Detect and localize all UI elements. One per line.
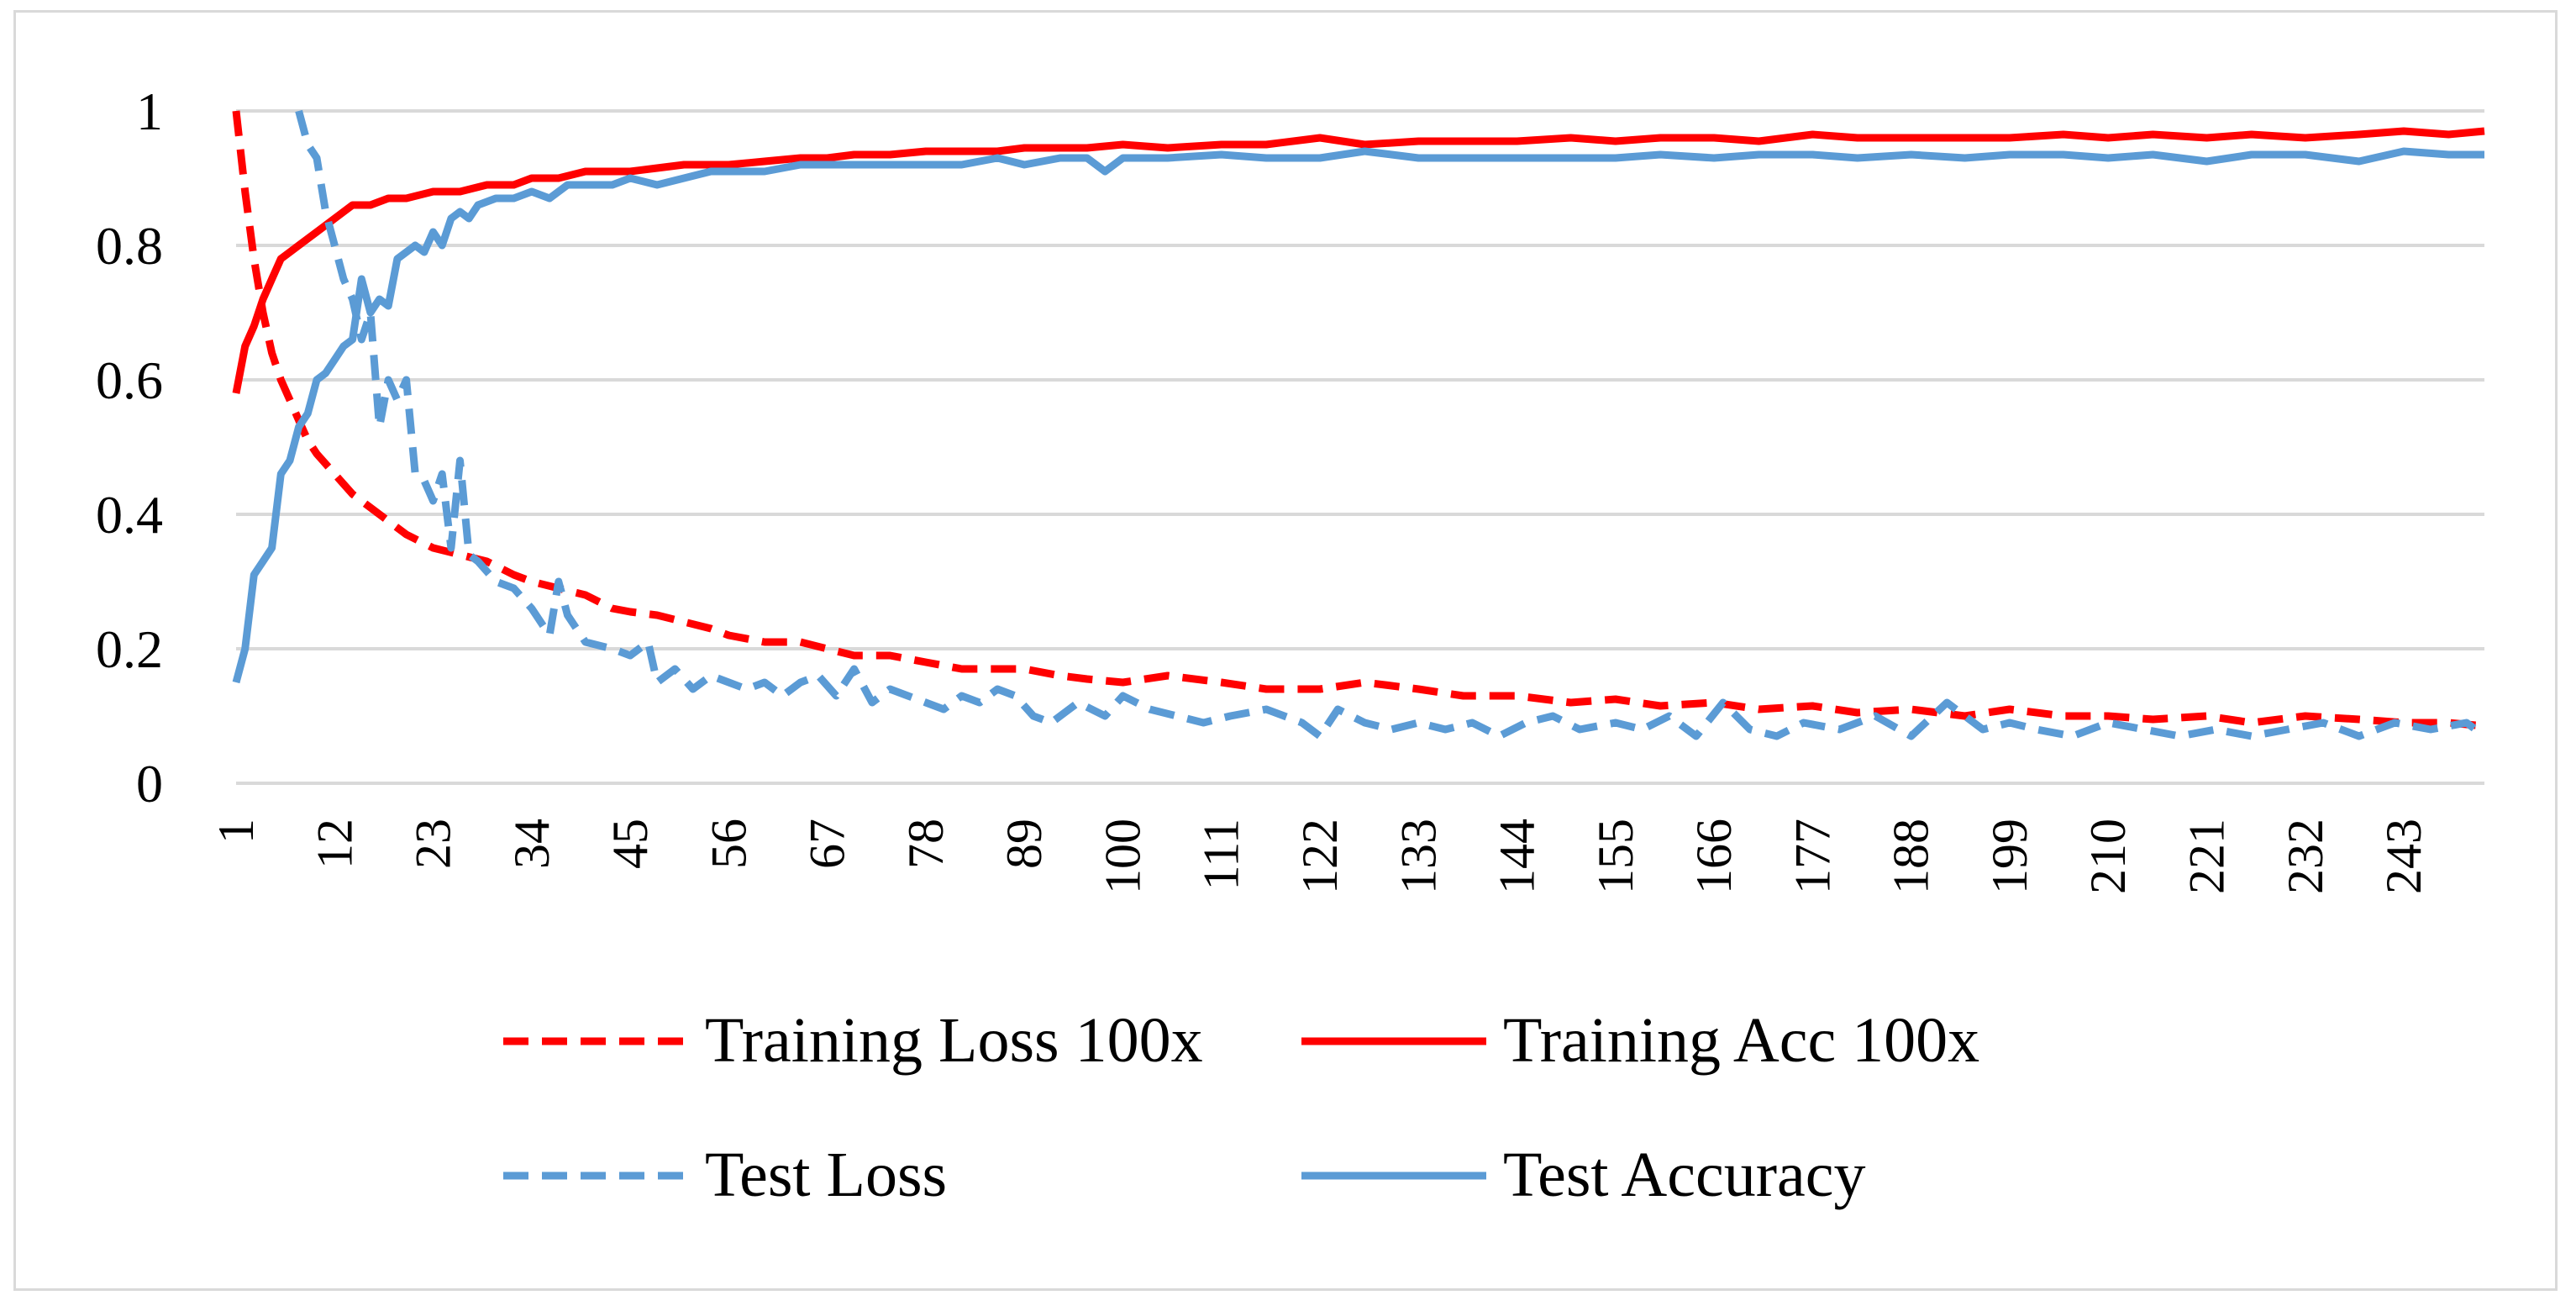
x-tick-label: 34 <box>504 819 560 869</box>
series-line-test-accuracy <box>232 147 2484 684</box>
x-tick-label: 89 <box>996 819 1052 869</box>
series-line-training-loss-100x <box>232 110 2485 730</box>
legend-label: Training Loss 100x <box>705 1005 1203 1076</box>
x-tick-label: 100 <box>1095 819 1150 894</box>
y-tick-label: 0.2 <box>96 619 163 679</box>
y-tick-label: 0.8 <box>96 216 163 276</box>
legend-item: Test Accuracy <box>1301 1140 1865 1210</box>
x-tick-label: 155 <box>1588 819 1643 894</box>
legend-item: Test Loss <box>503 1140 947 1210</box>
x-tick-label: 221 <box>2179 819 2234 894</box>
x-tick-label: 67 <box>800 819 855 869</box>
x-tick-label: 111 <box>1194 819 1249 891</box>
x-tick-label: 56 <box>701 819 756 869</box>
x-tick-label: 210 <box>2080 819 2136 894</box>
series-line-test-loss <box>295 109 2487 740</box>
x-tick-label: 45 <box>602 819 658 869</box>
x-tick-label: 1 <box>208 819 264 844</box>
y-tick-label: 0.4 <box>96 485 163 545</box>
legend-item: Training Acc 100x <box>1301 1005 1979 1076</box>
x-tick-label: 188 <box>1884 819 1939 894</box>
x-tick-label: 133 <box>1391 819 1446 894</box>
line-chart: 0 0.2 0.4 0.6 0.8 1 1 12 23 34 45 56 67 78 89 100 111 12… <box>96 82 2487 1210</box>
x-tick-label: 177 <box>1785 819 1840 894</box>
series-line-training-acc-100x <box>232 127 2485 394</box>
legend-label: Training Acc 100x <box>1503 1005 1979 1076</box>
legend-label: Test Accuracy <box>1503 1140 1865 1210</box>
x-tick-label: 166 <box>1686 819 1742 894</box>
x-tick-label: 243 <box>2376 819 2431 894</box>
x-tick-label: 144 <box>1490 819 1545 894</box>
chart-frame: 0 0.2 0.4 0.6 0.8 1 1 12 23 34 45 56 67 78 89 100 111 12… <box>13 10 2558 1291</box>
x-tick-label: 23 <box>406 819 461 869</box>
x-tick-label: 12 <box>307 819 362 869</box>
x-tick-label: 122 <box>1292 819 1348 894</box>
legend-item: Training Loss 100x <box>503 1005 1203 1076</box>
y-tick-label: 0.6 <box>96 350 163 410</box>
x-tick-label: 78 <box>898 819 954 869</box>
y-tick-label: 1 <box>136 82 163 141</box>
legend-label: Test Loss <box>705 1140 947 1210</box>
y-tick-label: 0 <box>136 754 163 813</box>
x-tick-label: 199 <box>1982 819 2037 894</box>
x-tick-label: 232 <box>2278 819 2333 894</box>
